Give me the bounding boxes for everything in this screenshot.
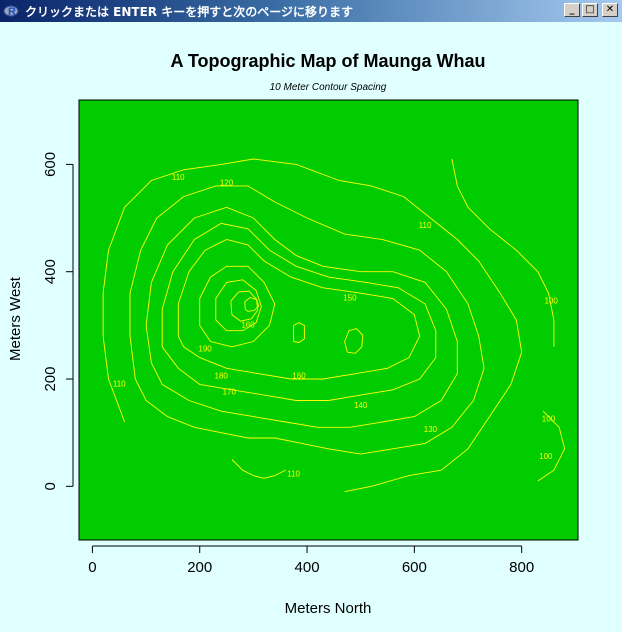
x-tick-label-3: 600 (402, 559, 427, 576)
y-tick-label-1: 200 (42, 367, 59, 392)
contour-line-160-8 (199, 265, 276, 348)
close-icon: ✕ (605, 4, 615, 15)
contour-line-170-9 (215, 279, 262, 332)
contour-label-10: 160 (292, 371, 306, 380)
x-tick-label-0: 0 (88, 559, 96, 576)
minimize-button[interactable]: _ (564, 3, 580, 17)
contour-label-6: 160 (241, 320, 255, 329)
x-tick-label-4: 800 (509, 559, 534, 576)
contour-label-1: 120 (220, 178, 234, 187)
close-button[interactable]: ✕ (602, 3, 618, 17)
contour-label-7: 190 (198, 345, 212, 354)
contour-line-150-13 (344, 328, 364, 354)
chart-subtitle: 10 Meter Contour Spacing (270, 82, 387, 93)
contour-label-12: 130 (424, 425, 438, 434)
y-axis: 0 200 400 600 (42, 152, 74, 491)
contour-line-110-3 (231, 459, 286, 479)
y-tick-label-3: 600 (42, 152, 59, 177)
contour-line-190-11 (244, 296, 260, 312)
contour-lines (102, 158, 566, 493)
svg-text:R: R (8, 6, 16, 18)
contour-chart: 110 120 110 110 100 150 160 190 180 170 160 140 130 1… (7, 51, 579, 617)
maximize-icon: □ (585, 4, 595, 15)
plot-panel (78, 99, 579, 541)
contour-line-140-6 (161, 222, 437, 401)
contour-label-3: 110 (113, 379, 126, 388)
maximize-button[interactable]: □ (582, 3, 598, 17)
contour-label-2: 110 (419, 221, 432, 230)
minimize-icon: _ (569, 4, 575, 15)
contour-label-14: 100 (542, 414, 556, 423)
y-axis-label: Meters West (7, 276, 24, 361)
contour-line-150-7 (177, 239, 421, 380)
contour-line-100-0 (451, 158, 555, 347)
contour-label-11: 140 (354, 401, 368, 410)
x-axis: 0 200 400 600 800 (88, 545, 534, 576)
window-title: クリックまたは ENTER キーを押すと次のページに移ります (25, 4, 353, 19)
contour-line-120-4 (129, 185, 485, 455)
contour-line-130-5 (145, 206, 458, 428)
contour-line-150-12 (293, 322, 305, 343)
contour-labels: 110 120 110 110 100 150 160 190 180 170 160 140 130 1… (113, 173, 559, 479)
contour-label-5: 150 (343, 294, 357, 303)
window-titlebar: R クリックまたは ENTER キーを押すと次のページに移ります _ □ ✕ (0, 0, 622, 22)
plot-area[interactable]: 110 120 110 110 100 150 160 190 180 170 160 140 130 1… (0, 22, 622, 628)
x-axis-label: Meters North (285, 600, 372, 617)
contour-label-15: 100 (539, 452, 553, 461)
contour-label-13: 110 (287, 470, 300, 479)
y-tick-label-0: 0 (42, 482, 59, 490)
contour-line-100-1 (537, 410, 566, 482)
contour-label-4: 100 (544, 296, 558, 305)
r-logo-icon: R (3, 3, 19, 19)
y-tick-label-2: 400 (42, 259, 59, 284)
contour-label-0: 110 (172, 173, 185, 182)
x-tick-label-2: 400 (295, 559, 320, 576)
contour-label-9: 170 (223, 388, 237, 397)
contour-label-8: 180 (215, 371, 229, 380)
x-tick-label-1: 200 (187, 559, 212, 576)
chart-title: A Topographic Map of Maunga Whau (171, 51, 486, 71)
contour-line-110-2 (102, 158, 523, 493)
window-controls: _ □ ✕ (564, 3, 618, 17)
